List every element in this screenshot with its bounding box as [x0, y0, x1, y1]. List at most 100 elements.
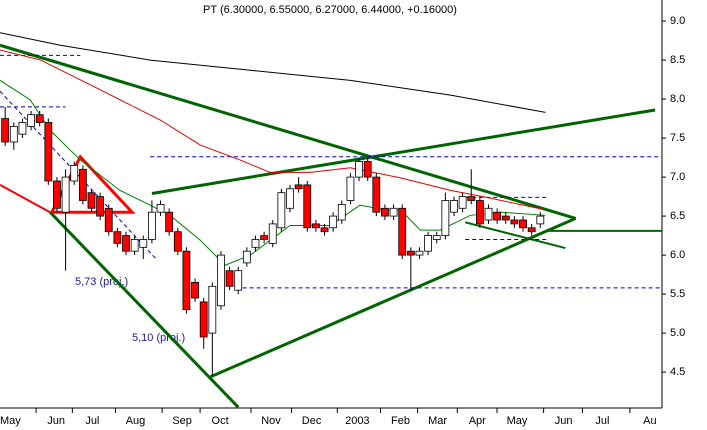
candle-body — [18, 122, 27, 135]
candle-body — [44, 122, 53, 182]
candle-body — [346, 176, 355, 201]
candle-body — [398, 207, 407, 256]
candle-body — [527, 227, 536, 233]
y-tick-label: 9.0 — [670, 15, 685, 27]
candle-body — [536, 215, 545, 225]
candle-body — [217, 254, 225, 307]
candle-body — [493, 211, 502, 221]
candle-body — [424, 235, 432, 252]
candle-body — [156, 203, 165, 213]
candle-body — [432, 235, 441, 240]
candle-body — [329, 215, 338, 229]
candle-body — [337, 203, 346, 221]
candle-body — [484, 207, 493, 221]
x-tick-label: Aug — [126, 415, 146, 427]
annotation: 5,10 (proj.) — [132, 332, 185, 344]
candle-body — [475, 200, 484, 225]
candle-body — [87, 192, 96, 209]
y-tick-label: 8.0 — [670, 93, 685, 105]
chart-title: PT (6.30000, 6.55000, 6.27000, 6.44000, … — [203, 4, 457, 16]
candle-body — [286, 188, 294, 209]
candle-body — [251, 239, 260, 248]
candle-body — [268, 223, 277, 244]
x-tick-label: Dec — [302, 415, 322, 427]
candle-body — [311, 223, 320, 229]
trendline — [210, 217, 577, 379]
x-tick-label: Feb — [391, 415, 410, 427]
candle-body — [208, 285, 217, 334]
x-tick-label: Au — [643, 415, 656, 427]
candle-body — [320, 227, 329, 233]
trendline — [0, 43, 577, 220]
candle-body — [363, 161, 372, 178]
y-tick-label: 7.0 — [670, 171, 685, 183]
x-tick-label: 2003 — [345, 415, 369, 427]
candle-body — [35, 114, 44, 123]
candle-body — [355, 161, 363, 178]
x-tick-label: Mar — [428, 415, 447, 427]
y-tick-label: 6.0 — [670, 249, 685, 261]
candle-body — [406, 250, 415, 256]
moving-average — [0, 32, 546, 113]
candle-body — [9, 125, 18, 143]
candle-body — [139, 239, 148, 248]
candle-body — [458, 196, 467, 209]
x-tick-label: Oct — [212, 415, 229, 427]
y-tick-label: 6.5 — [670, 210, 685, 222]
x-tick-label: Jun — [555, 415, 573, 427]
candle-body — [173, 231, 182, 252]
moving-average — [0, 49, 546, 211]
candle-body — [303, 184, 312, 229]
y-tick-label: 5.0 — [670, 327, 685, 339]
candle-body — [225, 270, 234, 287]
candle-body — [381, 207, 389, 217]
trendline — [48, 211, 240, 409]
candle-body — [130, 239, 139, 252]
candle-body — [78, 168, 87, 201]
candle-body — [510, 219, 519, 225]
candle-body — [415, 250, 424, 256]
x-tick-label: Nov — [261, 415, 281, 427]
candle-body — [501, 215, 510, 221]
x-tick-label: May — [507, 415, 528, 427]
trendline — [151, 108, 656, 195]
candle-body — [113, 231, 122, 244]
y-tick-label: 8.5 — [670, 54, 685, 66]
candle-body — [260, 235, 269, 240]
x-tick-label: Apr — [469, 415, 486, 427]
candle-body — [96, 196, 105, 217]
trendline — [0, 184, 51, 214]
candle-body — [191, 282, 199, 299]
y-tick-label: 4.5 — [670, 366, 685, 378]
x-tick-label: Jul — [85, 415, 99, 427]
candle-body — [372, 176, 381, 213]
candle-body — [199, 301, 208, 338]
candle-body — [182, 250, 191, 311]
candle-body — [70, 164, 79, 182]
candle-body — [53, 180, 61, 209]
candle-body — [122, 235, 130, 252]
candle-body — [467, 196, 476, 201]
candle-body — [277, 192, 286, 229]
trendline — [464, 221, 566, 250]
candle-body — [441, 200, 450, 236]
candle-body — [294, 184, 303, 190]
y-tick-label: 5.5 — [670, 288, 685, 300]
candle-body — [104, 207, 113, 233]
candle-body — [1, 118, 10, 143]
candle-body — [234, 270, 243, 291]
candle-body — [165, 211, 174, 233]
y-tick-label: 7.5 — [670, 132, 685, 144]
candle-body — [519, 219, 527, 229]
x-tick-label: Jul — [595, 415, 609, 427]
candle-body — [61, 176, 70, 213]
candle-body — [389, 207, 398, 217]
candle-body — [27, 114, 35, 127]
x-tick-label: Sep — [172, 415, 192, 427]
x-tick-label: Jun — [47, 415, 65, 427]
x-tick-label: May — [0, 415, 21, 427]
candle-body — [242, 250, 251, 264]
candle-body — [450, 200, 458, 213]
